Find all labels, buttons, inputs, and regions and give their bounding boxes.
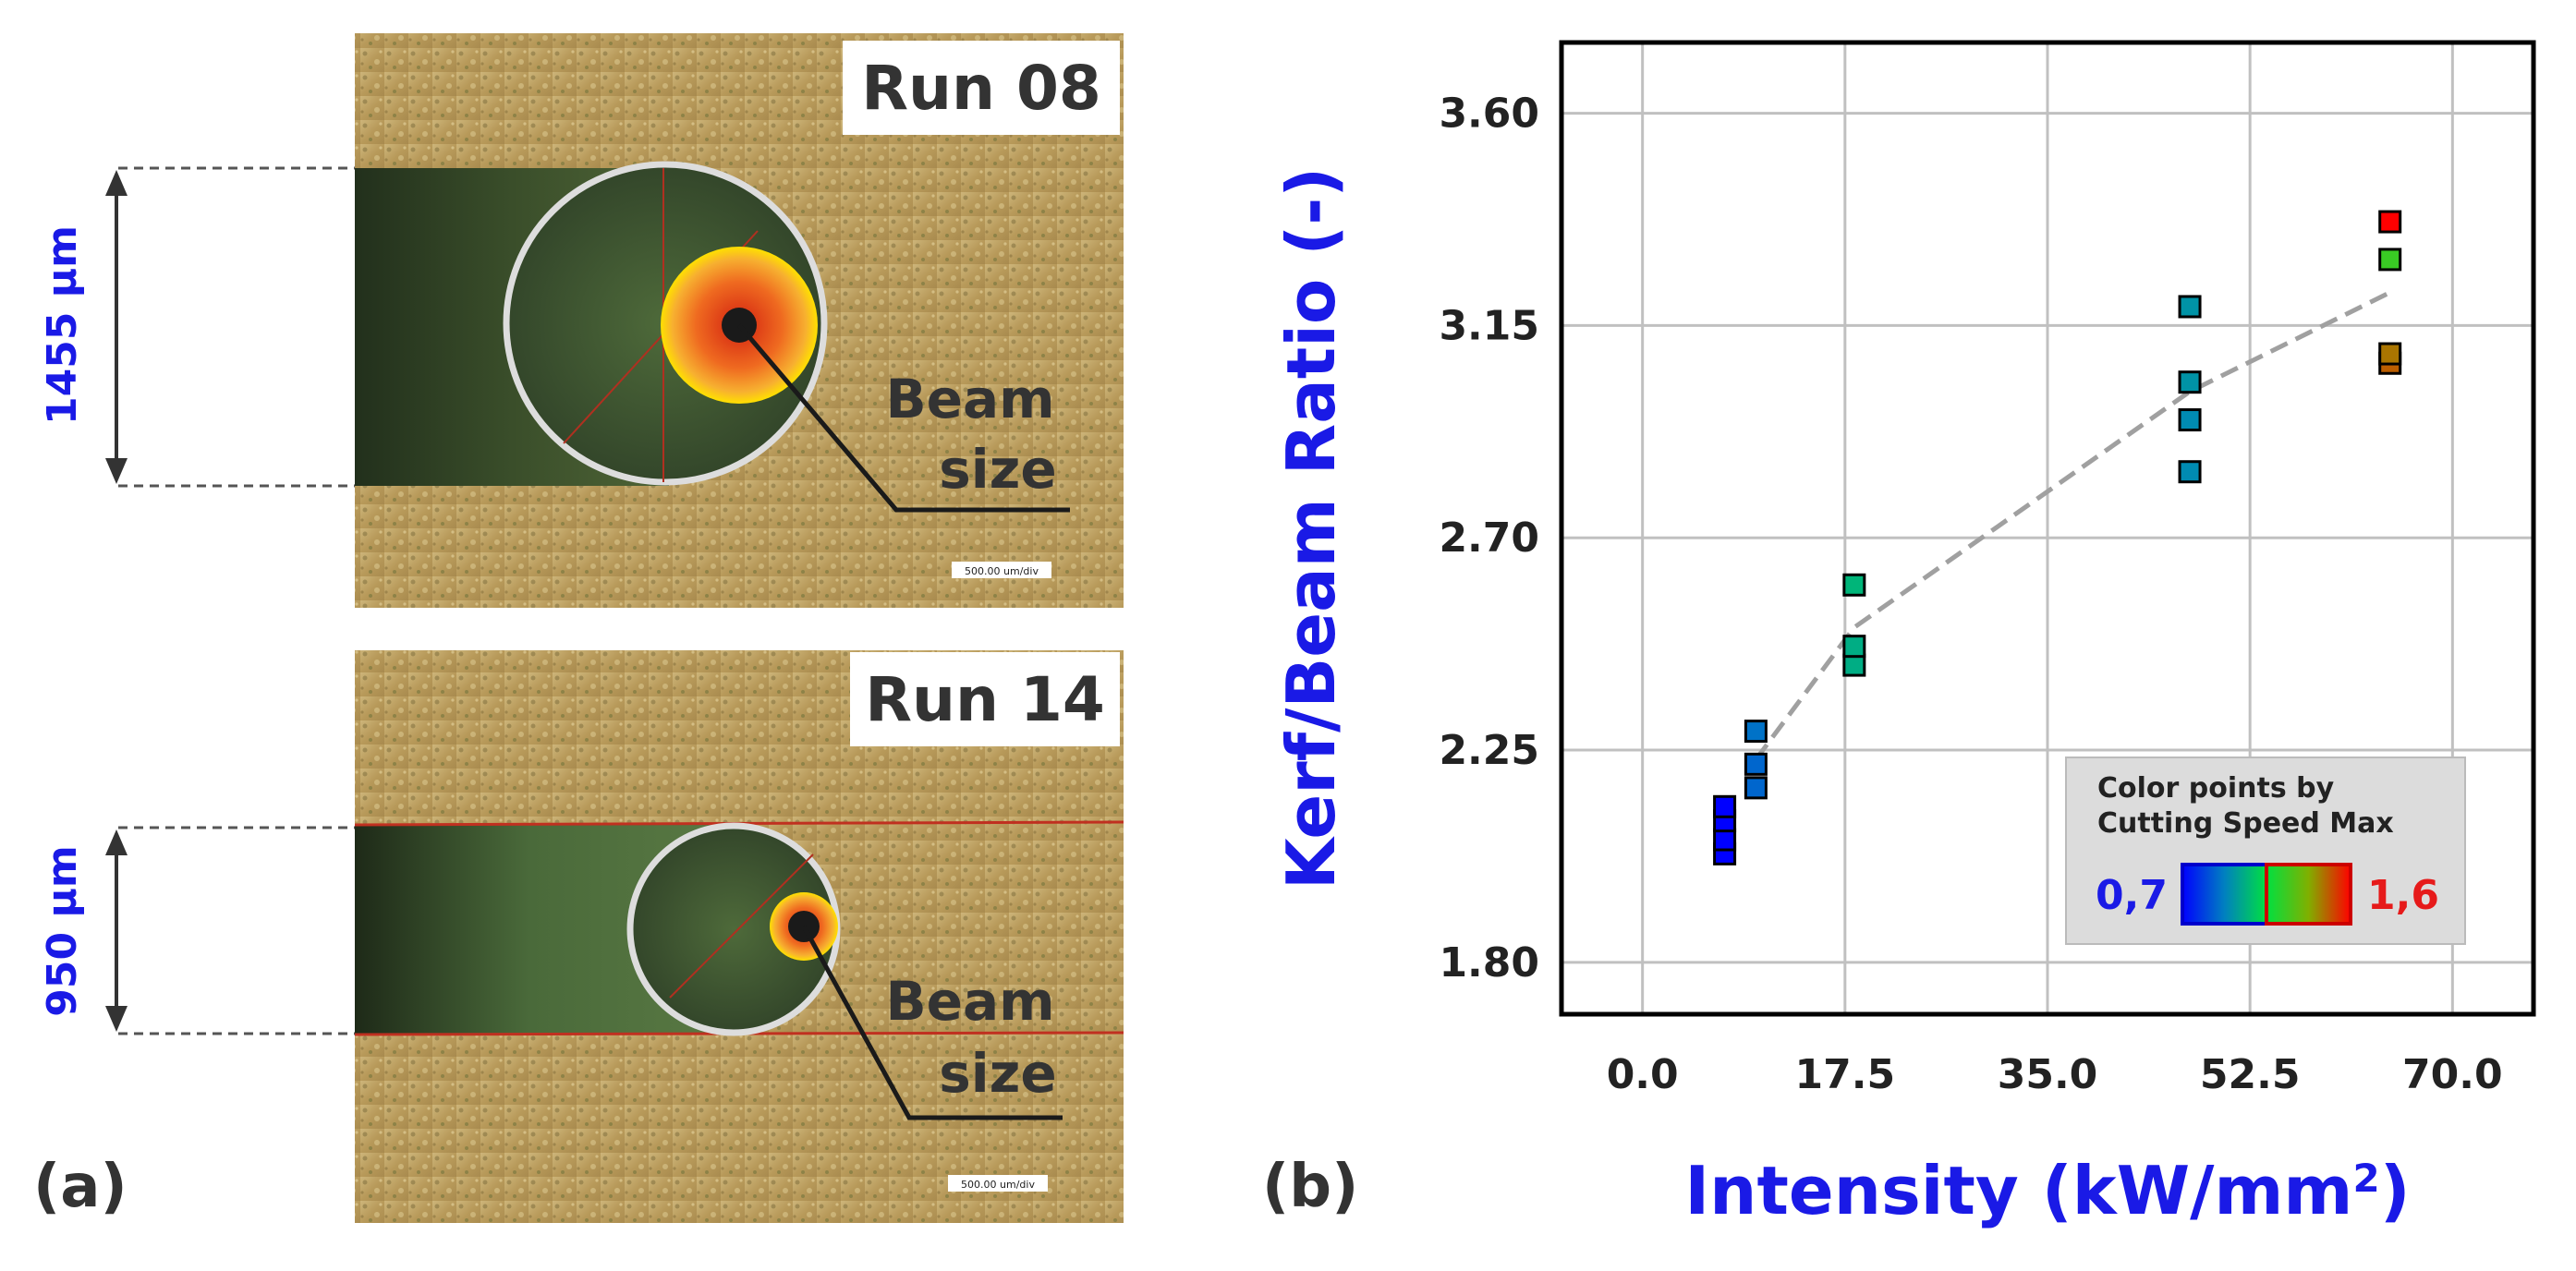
data-point xyxy=(1744,720,1768,744)
kerf-diagonal-line xyxy=(669,853,814,999)
x-tick-label: 70.0 xyxy=(2402,1051,2503,1098)
x-tick-label: 17.5 xyxy=(1795,1051,1896,1098)
data-point xyxy=(1842,573,1866,597)
panel-b: (b) 0.0 17.5 35.0 52.5 70.0 1.80 2.25 2.70 3.15 3… xyxy=(1262,40,2536,1229)
run-label: Run 08 xyxy=(861,53,1101,124)
data-point xyxy=(2178,295,2202,319)
data-point xyxy=(2178,370,2202,394)
data-point xyxy=(1842,653,1866,677)
y-tick-label: 3.15 xyxy=(1439,302,1539,349)
tick-labels: 0.0 17.5 35.0 52.5 70.0 1.80 2.25 2.70 3.15 3.60 xyxy=(1439,91,2502,1098)
colorbar-min-label: 0,7 xyxy=(2096,872,2168,919)
y-tick-label: 2.25 xyxy=(1439,727,1539,774)
x-axis-title-main: Intensity (kW/mm xyxy=(1684,1152,2352,1229)
dimension-marker-2: 950 µm xyxy=(39,826,355,1035)
beam-label-line1: Beam xyxy=(885,970,1054,1033)
data-point xyxy=(2178,460,2202,484)
run-label: Run 14 xyxy=(865,664,1105,735)
dimension-arrow-up xyxy=(105,170,128,196)
micrograph-run-14: Run 14 Beam size 500.00 um/div xyxy=(355,650,1124,1223)
y-tick-label: 1.80 xyxy=(1439,939,1539,987)
y-axis-title: Kerf/Beam Ratio (-) xyxy=(1272,167,1350,890)
color-legend: Color points by Cutting Speed Max 0,7 1,… xyxy=(2065,757,2466,945)
data-points xyxy=(1713,210,2402,865)
colorbar-max-label: 1,6 xyxy=(2367,872,2439,919)
scale-bar-text: 500.00 um/div xyxy=(961,1179,1035,1191)
scale-bar xyxy=(948,1175,1048,1192)
beam-label-line2: size xyxy=(939,1042,1057,1105)
data-point xyxy=(1744,776,1768,800)
panel-a-label: (a) xyxy=(33,1153,128,1221)
data-point xyxy=(1842,635,1866,659)
beam-leader-line xyxy=(737,323,1070,513)
x-tick-label: 0.0 xyxy=(1607,1051,1679,1098)
data-point xyxy=(2378,248,2402,272)
x-axis-title-close: ) xyxy=(2380,1152,2411,1229)
dimension-arrow-down xyxy=(105,458,128,484)
panel-b-label: (b) xyxy=(1262,1153,1358,1221)
x-axis-title-superscript: 2 xyxy=(2352,1156,2379,1201)
legend-title-line1: Color points by xyxy=(2097,772,2335,805)
legend-title-line2: Cutting Speed Max xyxy=(2097,807,2394,840)
grid xyxy=(1561,42,2533,1014)
beam-label-line1: Beam xyxy=(885,368,1054,430)
scale-bar xyxy=(952,562,1051,578)
scale-bar-text: 500.00 um/div xyxy=(965,565,1039,577)
y-tick-label: 3.60 xyxy=(1439,91,1539,138)
x-tick-label: 52.5 xyxy=(2200,1051,2301,1098)
trend-line xyxy=(1754,290,2391,761)
data-point xyxy=(2178,408,2202,432)
y-tick-label: 2.70 xyxy=(1439,514,1539,562)
panel-a: Run 08 Beam size 500.00 um/div Run 14 Be… xyxy=(33,33,1124,1223)
data-point xyxy=(1744,752,1768,776)
beam-label-line2: size xyxy=(939,438,1057,501)
dimension-arrow-down xyxy=(105,1006,128,1032)
scatter-chart: 0.0 17.5 35.0 52.5 70.01.802.252.703.153.60 … xyxy=(1272,40,2536,1229)
micrograph-run-08: Run 08 Beam size 500.00 um/div xyxy=(355,33,1124,608)
dimension-arrow-up xyxy=(105,829,128,855)
dimension-text: 950 µm xyxy=(39,845,86,1016)
x-tick-label: 35.0 xyxy=(1998,1051,2098,1098)
data-point xyxy=(1713,794,1737,818)
run-label-box xyxy=(843,41,1120,135)
dimension-text: 1455 µm xyxy=(39,225,86,425)
run-label-box xyxy=(850,652,1120,746)
x-axis-title: Intensity (kW/mm2) xyxy=(1684,1152,2410,1229)
data-point xyxy=(2378,210,2402,234)
plot-frame xyxy=(1559,40,2536,1017)
data-point xyxy=(1713,828,1737,852)
data-point xyxy=(2378,342,2402,366)
colorbar-max-border xyxy=(2265,863,2352,926)
beam-leader-line xyxy=(801,925,1063,1120)
dimension-marker-1: 1455 µm xyxy=(39,166,355,488)
